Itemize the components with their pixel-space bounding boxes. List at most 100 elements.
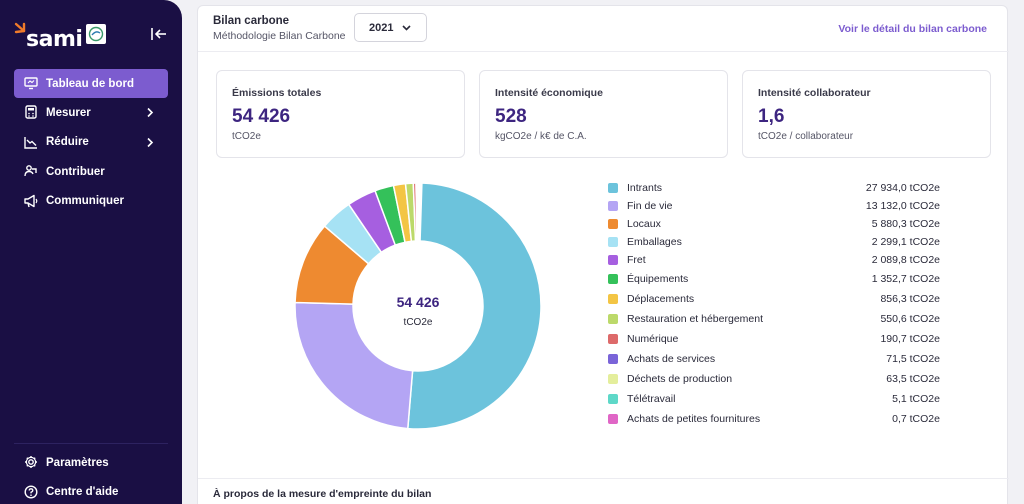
legend-item[interactable]: Déchets de production 63,5 tCO2e bbox=[608, 373, 940, 387]
sidebar-item-mesurer[interactable]: Mesurer bbox=[14, 98, 168, 128]
legend-label: Restauration et hébergement bbox=[627, 313, 764, 325]
chevron-right-icon bbox=[147, 107, 154, 118]
legend-label: Emballages bbox=[627, 236, 682, 248]
legend-item[interactable]: Locaux 5 880,3 tCO2e bbox=[608, 218, 940, 232]
year-select-value: 2021 bbox=[369, 22, 394, 34]
handshake-icon bbox=[24, 165, 37, 177]
detail-link[interactable]: Voir le détail du bilan carbone bbox=[838, 23, 987, 35]
brand-name: sami bbox=[26, 27, 83, 52]
kpi-card-emissions: Émissions totales 54 426 tCO2e bbox=[216, 70, 465, 158]
legend-value: 27 934,0 tCO2e bbox=[865, 182, 940, 194]
monitor-icon bbox=[24, 77, 38, 90]
legend-item[interactable]: Numérique 190,7 tCO2e bbox=[608, 333, 940, 347]
kpi-unit: kgCO2e / k€ de C.A. bbox=[495, 131, 587, 142]
legend-swatch bbox=[608, 255, 618, 265]
legend-swatch bbox=[608, 201, 618, 211]
kpi-label: Intensité économique bbox=[495, 87, 603, 99]
legend-swatch bbox=[608, 183, 618, 193]
donut-slice-fin-de-vie[interactable] bbox=[294, 301, 414, 430]
year-select[interactable]: 2021 bbox=[354, 13, 427, 42]
kpi-unit: tCO2e / collaborateur bbox=[758, 131, 854, 142]
legend-value: 2 299,1 tCO2e bbox=[871, 236, 940, 248]
legend-value: 13 132,0 tCO2e bbox=[865, 200, 940, 212]
donut-center-unit: tCO2e bbox=[404, 317, 433, 328]
legend-label: Numérique bbox=[627, 333, 679, 345]
legend-item[interactable]: Télétravail 5,1 tCO2e bbox=[608, 393, 940, 407]
sidebar-item-contribuer[interactable]: Contribuer bbox=[14, 157, 168, 187]
legend-value: 5,1 tCO2e bbox=[892, 393, 940, 405]
kpi-value: 1,6 bbox=[758, 106, 785, 127]
legend-item[interactable]: Fret 2 089,8 tCO2e bbox=[608, 254, 940, 268]
donut-svg: 54 426 tCO2e bbox=[294, 182, 542, 430]
legend-label: Fin de vie bbox=[627, 200, 673, 212]
legend-label: Achats de services bbox=[627, 353, 716, 365]
kpi-value: 54 426 bbox=[232, 106, 291, 127]
legend-value: 856,3 tCO2e bbox=[880, 293, 940, 305]
legend-item[interactable]: Fin de vie 13 132,0 tCO2e bbox=[608, 200, 940, 214]
kpi-label: Émissions totales bbox=[232, 87, 322, 99]
emissions-donut-chart: 54 426 tCO2e bbox=[294, 182, 542, 430]
donut-slice-intrants[interactable] bbox=[406, 182, 542, 430]
legend-item[interactable]: Achats de petites fournitures 0,7 tCO2e bbox=[608, 413, 940, 427]
sidebar-divider bbox=[14, 443, 168, 444]
footer-divider bbox=[198, 478, 1009, 479]
legend-swatch bbox=[608, 334, 618, 344]
kpi-card-intensite-economique: Intensité économique 528 kgCO2e / k€ de … bbox=[479, 70, 728, 158]
legend-label: Fret bbox=[627, 254, 646, 266]
kpi-label: Intensité collaborateur bbox=[758, 87, 871, 99]
sidebar-item-label: Centre d'aide bbox=[46, 486, 119, 499]
sidebar-item-parametres[interactable]: Paramètres bbox=[14, 448, 168, 478]
legend-swatch bbox=[608, 294, 618, 304]
legend-swatch bbox=[608, 414, 618, 424]
legend-label: Équipements bbox=[627, 273, 689, 285]
legend-item[interactable]: Déplacements 856,3 tCO2e bbox=[608, 293, 940, 307]
sidebar-item-communiquer[interactable]: Communiquer bbox=[14, 187, 168, 217]
help-circle-icon bbox=[24, 484, 38, 499]
legend-swatch bbox=[608, 354, 618, 364]
sidebar-item-reduire[interactable]: Réduire bbox=[14, 128, 168, 158]
legend-label: Achats de petites fournitures bbox=[627, 413, 761, 425]
sidebar-nav: Tableau de bord Mesurer Réduire bbox=[14, 69, 168, 216]
main-panel: Bilan carbone Méthodologie Bilan Carbone… bbox=[197, 5, 1009, 504]
legend-value: 190,7 tCO2e bbox=[880, 333, 940, 345]
sami-logo-mark-icon bbox=[14, 22, 26, 34]
legend-item[interactable]: Intrants 27 934,0 tCO2e bbox=[608, 182, 940, 196]
legend-swatch bbox=[608, 374, 618, 384]
collapse-sidebar-icon[interactable] bbox=[150, 26, 168, 42]
legend-swatch bbox=[608, 237, 618, 247]
gear-icon bbox=[25, 456, 37, 468]
donut-slice-achats-de-petites-fournitures[interactable] bbox=[418, 182, 423, 242]
legend-value: 1 352,7 tCO2e bbox=[871, 273, 940, 285]
kpi-card-intensite-collaborateur: Intensité collaborateur 1,6 tCO2e / coll… bbox=[742, 70, 991, 158]
megaphone-icon bbox=[24, 194, 38, 207]
page-title: Bilan carbone bbox=[213, 15, 290, 27]
legend-value: 5 880,3 tCO2e bbox=[871, 218, 940, 230]
kpi-unit: tCO2e bbox=[232, 131, 261, 142]
trending-down-icon bbox=[24, 136, 37, 149]
legend-swatch bbox=[608, 314, 618, 324]
sidebar: sami Tableau de bord bbox=[0, 0, 182, 504]
legend-label: Télétravail bbox=[627, 393, 676, 405]
legend-label: Intrants bbox=[627, 182, 663, 194]
sidebar-item-label: Réduire bbox=[46, 136, 89, 149]
kpi-value: 528 bbox=[495, 106, 527, 127]
sidebar-item-tableau-de-bord[interactable]: Tableau de bord bbox=[14, 69, 168, 98]
legend-item[interactable]: Achats de services 71,5 tCO2e bbox=[608, 353, 940, 367]
logo[interactable]: sami bbox=[14, 22, 174, 52]
legend-label: Déplacements bbox=[627, 293, 695, 305]
page-subtitle: Méthodologie Bilan Carbone bbox=[213, 30, 346, 42]
legend-item[interactable]: Emballages 2 299,1 tCO2e bbox=[608, 236, 940, 250]
certification-badge-icon bbox=[86, 24, 106, 44]
chevron-down-icon bbox=[402, 25, 411, 31]
donut-center-value: 54 426 bbox=[397, 294, 440, 310]
sidebar-item-label: Paramètres bbox=[46, 456, 109, 469]
calculator-icon bbox=[25, 105, 37, 119]
legend-item[interactable]: Équipements 1 352,7 tCO2e bbox=[608, 273, 940, 287]
legend-swatch bbox=[608, 219, 618, 229]
legend-item[interactable]: Restauration et hébergement 550,6 tCO2e bbox=[608, 313, 940, 327]
legend-value: 71,5 tCO2e bbox=[886, 353, 940, 365]
sidebar-item-centre-aide[interactable]: Centre d'aide bbox=[14, 478, 168, 504]
sidebar-bottom-nav: Paramètres Centre d'aide bbox=[14, 448, 168, 504]
legend-value: 2 089,8 tCO2e bbox=[871, 254, 940, 266]
about-measure-link[interactable]: À propos de la mesure d'empreinte du bil… bbox=[213, 488, 432, 500]
